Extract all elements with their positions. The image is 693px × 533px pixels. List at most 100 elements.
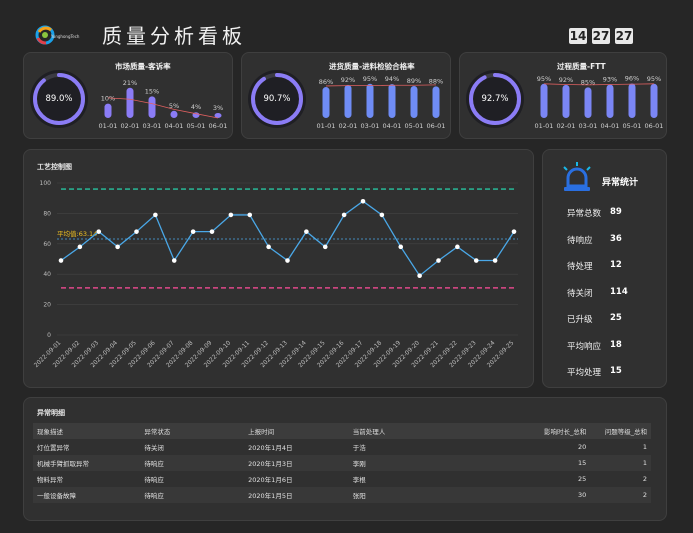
data-point [379,212,385,218]
data-point [285,258,290,263]
kpi-bar-value-label: 15% [145,87,159,95]
kpi-category-label: 06-01 [209,122,228,130]
kpi-trend-line [543,83,655,86]
kpi-bar-value-label: 93% [603,76,617,84]
table-cell: 2020年1月5日 [244,487,349,503]
data-point [304,229,309,234]
table-row[interactable]: 物料异常 待响应 2020年1月6日 李根 25 2 [33,471,651,487]
stat-label: 平均处理 [567,368,602,378]
data-point [247,212,253,218]
stat-value: 36 [610,233,622,244]
table-cell: 一般设备故障 [33,487,141,503]
table-header-row: 现象描述 异常状态 上报时间 当前处理人 影响时长_总和 问题等级_总和 [33,423,651,439]
kpi-bar [410,85,418,118]
data-point [322,244,328,250]
column-header[interactable]: 问题等级_总和 [590,423,651,439]
kpi-title-incoming: 进货质量-进料检验合格率 [329,62,415,71]
detail-table: 现象描述 异常状态 上报时间 当前处理人 影响时长_总和 问题等级_总和 灯位置异常 待关闭… [33,423,651,503]
kpi-bar-value-label: 86% [319,78,333,86]
clock-minutes: 27 [592,28,610,44]
kpi-ring-complaint: 89.0% [28,68,90,130]
kpi-category-label: 06-01 [645,122,664,130]
detail-table-wrap: 现象描述 异常状态 上报时间 当前处理人 影响时长_总和 问题等级_总和 灯位置异常 待关闭… [33,423,651,503]
kpi-bar-value-label: 92% [341,76,355,84]
stat-label: 待响应 [567,235,593,246]
kpi-ring-value: 92.7% [481,94,509,104]
table-cell: 25 [577,475,587,483]
table-cell: 李刚 [348,455,500,471]
kpi-trend-line [325,84,437,87]
kpi-category-label: 05-01 [405,122,424,130]
kpi-bar-value-label: 92% [559,76,573,84]
series-line [60,200,515,277]
table-cell: 2020年1月6日 [248,476,293,484]
data-point [190,229,196,234]
data-point [492,258,498,263]
y-tick-label: 60 [43,241,51,248]
kpi-category-label: 02-01 [557,122,576,130]
kpi-title-ftt: 过程质量-FTT [557,62,606,71]
kpi-bar [322,87,330,118]
kpi-bar-chart-incoming: 86% 01-01 92% 02-01 95% 03-01 94% 04-01 89% 05-01… [317,75,446,130]
column-header[interactable]: 异常状态 [140,423,245,439]
column-header[interactable]: 现象描述 [33,423,141,439]
kpi-bar [344,84,352,118]
data-point [77,244,83,250]
table-cell: 待关闭 [144,444,164,452]
data-point [436,258,441,263]
clock-hours: 14 [569,28,587,44]
data-point [96,229,102,234]
table-cell: 机械手臂抓取异常 [33,455,141,471]
table-cell: 15 [499,455,591,471]
table-cell: 于浩 [352,444,366,452]
kpi-category-label: 05-01 [623,122,642,130]
stat-label: 平均响应 [567,341,602,352]
kpi-bar [214,113,222,118]
table-cell: 20 [577,443,587,451]
table-cell: 物料异常 [37,476,63,484]
table-cell: 张阳 [348,487,500,503]
kpi-bar [126,87,134,118]
table-row[interactable]: 一般设备故障 待响应 2020年1月5日 张阳 30 2 [33,487,651,503]
stats-panel [542,149,667,388]
logo-icon [35,25,55,45]
logo: YonghongTech [34,24,94,48]
kpi-ring-ftt: 92.7% [464,68,526,130]
kpi-bar-value-label: 85% [581,78,595,86]
kpi-bar-value-label: 94% [385,75,399,83]
kpi-ring-value: 90.7% [263,94,291,104]
table-cell: 2020年1月4日 [248,444,293,452]
y-tick-label: 40 [43,271,51,278]
kpi-category-label: 06-01 [427,122,446,130]
data-point [115,244,120,250]
table-cell: 1 [590,455,651,471]
y-tick-label: 100 [40,180,52,187]
table-cell: 2 [642,475,647,483]
kpi-bar [366,83,374,118]
data-point [209,229,215,234]
stat-value: 89 [610,207,622,217]
kpi-ring-incoming: 90.7% [246,68,308,130]
kpi-category-label: 05-01 [187,122,206,130]
data-point [134,229,139,234]
column-header[interactable]: 当前处理人 [348,423,500,439]
kpi-bar-value-label: 95% [647,75,661,83]
data-point [171,258,177,263]
kpi-bar [388,84,396,118]
kpi-bar-value-label: 96% [625,74,639,82]
data-point [360,198,366,204]
table-row[interactable]: 机械手臂抓取异常 待响应 2020年1月3日 李刚 15 1 [33,455,651,471]
kpi-category-label: 04-01 [383,122,402,130]
kpi-category-label: 03-01 [579,122,598,130]
logo-text: YonghongTech [51,34,80,39]
kpi-bar-value-label: 95% [363,75,377,83]
kpi-bar-value-label: 5% [169,102,179,110]
column-header[interactable]: 上报时间 [244,423,349,439]
kpi-bar-chart-complaint: 10% 01-01 21% 02-01 15% 03-01 5% 04-01 4% 05-01 3%… [99,79,228,130]
kpi-bar-value-label: 88% [429,77,443,85]
table-row[interactable]: 灯位置异常 待关闭 2020年1月4日 于浩 20 1 [33,439,651,455]
stats-title: 异常统计 [602,178,639,188]
column-header[interactable]: 影响时长_总和 [499,423,591,439]
stat-value: 114 [610,286,628,297]
kpi-ring-progress [33,73,85,125]
